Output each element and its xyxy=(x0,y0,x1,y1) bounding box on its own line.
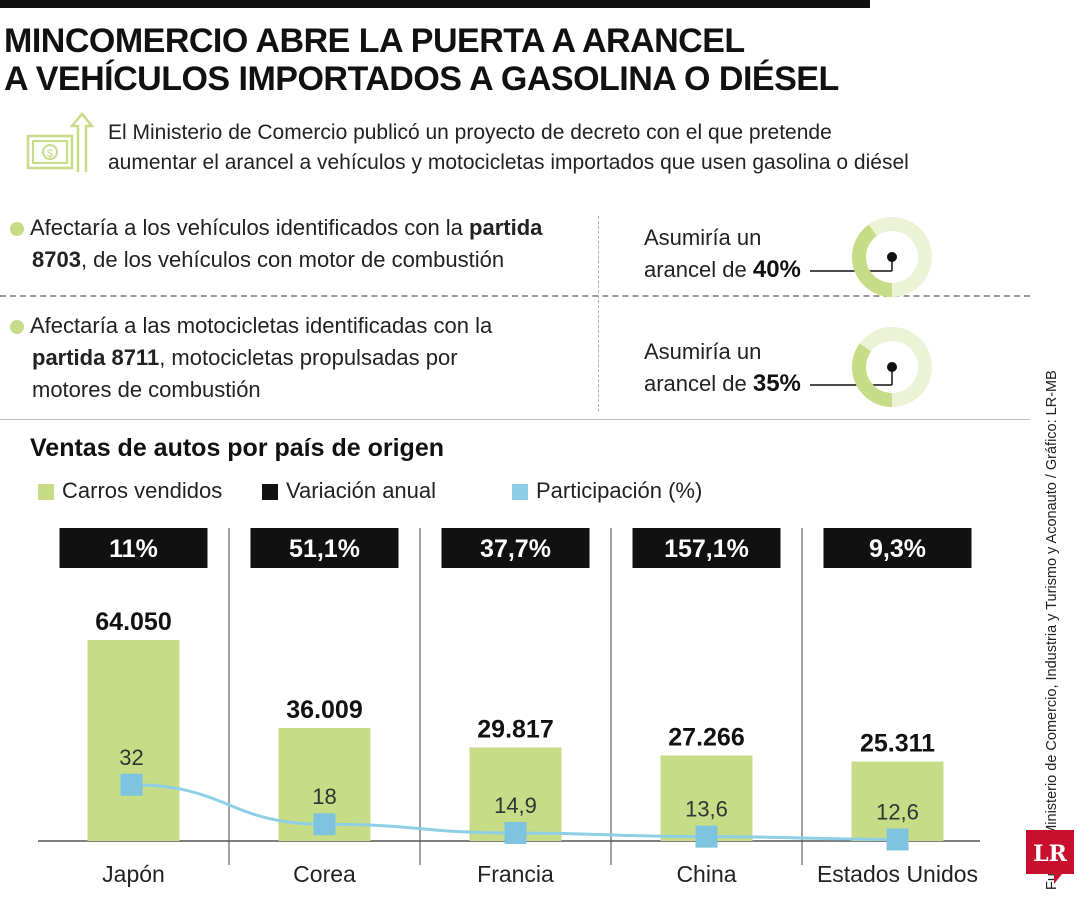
legend-swatch xyxy=(512,484,528,501)
variation-badge xyxy=(632,528,781,568)
category-label: Japón xyxy=(102,861,165,887)
variation-badge xyxy=(441,528,590,568)
category-label: Corea xyxy=(293,861,356,887)
rate-label: arancel de xyxy=(644,257,753,282)
legend-swatch xyxy=(262,484,278,501)
source-note: Fuente: Ministerio de Comercio, Industri… xyxy=(1044,370,1060,890)
share-value-label: 14,9 xyxy=(494,793,537,818)
variation-label: 9,3% xyxy=(869,535,926,563)
category-label: Francia xyxy=(477,861,554,887)
share-marker xyxy=(886,828,909,851)
svg-text:$: $ xyxy=(47,148,53,160)
lr-logo: LR xyxy=(1026,830,1074,884)
variation-label: 37,7% xyxy=(480,535,551,563)
column-divider xyxy=(598,216,599,412)
section-divider xyxy=(0,419,1030,420)
item-bold: partida xyxy=(469,215,543,240)
share-value-label: 13,6 xyxy=(685,797,728,822)
rate-label: Asumiría un xyxy=(644,225,762,250)
category-label: Estados Unidos xyxy=(817,861,978,887)
legend-swatch xyxy=(38,484,54,501)
rate-label: Asumiría un xyxy=(644,339,762,364)
share-marker xyxy=(504,821,527,844)
headline: MINCOMERCIO ABRE LA PUERTA A ARANCEL A V… xyxy=(4,22,904,98)
legend-label: Variación anual xyxy=(286,478,437,503)
bullet-dot xyxy=(10,222,24,237)
item-bold: partida 8711 xyxy=(32,345,160,370)
bullet-dot xyxy=(10,320,24,335)
tariff-item-vehicles: Afectaría a los vehículos identificados … xyxy=(10,212,600,276)
item-text: , motocicletas propulsadas por xyxy=(159,345,458,370)
legend-item-bars: Carros vendidos xyxy=(38,478,222,504)
tariff-rate-vehicles: Asumiría un arancel de 40% xyxy=(644,222,801,286)
rate-value: 40% xyxy=(752,256,801,283)
sales-value-label: 36.009 xyxy=(286,696,362,724)
legend-label: Carros vendidos xyxy=(62,478,223,503)
variation-badge xyxy=(59,528,208,568)
variation-label: 51,1% xyxy=(289,535,360,563)
item-text: motores de combustión xyxy=(32,377,261,402)
tariff-donut-motorcycles xyxy=(810,327,932,407)
tariff-donut-vehicles xyxy=(810,217,932,297)
legend-item-variation: Variación anual xyxy=(262,478,436,504)
category-label: China xyxy=(676,861,736,887)
rate-value: 35% xyxy=(752,370,801,397)
share-marker xyxy=(695,825,718,848)
intro-text: El Ministerio de Comercio publicó un pro… xyxy=(108,118,1008,178)
money-arrow-icon: $ xyxy=(26,112,94,172)
item-bold: 8703 xyxy=(32,247,81,272)
share-marker xyxy=(120,773,143,796)
sales-value-label: 25.311 xyxy=(860,730,935,758)
top-rule xyxy=(0,0,870,8)
headline-line-1: MINCOMERCIO ABRE LA PUERTA A ARANCEL xyxy=(4,22,745,60)
intro-line-1: El Ministerio de Comercio publicó un pro… xyxy=(108,121,832,144)
share-marker xyxy=(313,813,336,836)
sales-value-label: 27.266 xyxy=(668,723,744,751)
variation-badge xyxy=(250,528,399,568)
sales-bar xyxy=(87,640,180,841)
share-value-label: 18 xyxy=(312,784,336,809)
sales-bar xyxy=(851,761,944,841)
sales-chart: 11% 64.050 Japón 51,1% 36.009 Corea 37,7% 29.81… xyxy=(38,528,980,887)
legend-label: Participación (%) xyxy=(536,478,703,503)
sales-value-label: 64.050 xyxy=(95,608,171,636)
logo-text: LR xyxy=(1033,841,1067,867)
variation-badge xyxy=(823,528,972,568)
share-value-label: 12,6 xyxy=(876,799,919,824)
share-value-label: 32 xyxy=(119,745,143,770)
legend-item-share: Participación (%) xyxy=(512,478,702,504)
rate-label: arancel de xyxy=(644,371,753,396)
variation-label: 11% xyxy=(109,535,158,563)
intro-line-2: aumentar el arancel a vehículos y motoci… xyxy=(108,151,909,174)
chart-title: Ventas de autos por país de origen xyxy=(30,434,444,462)
tariff-rate-motorcycles: Asumiría un arancel de 35% xyxy=(644,336,801,400)
sales-value-label: 29.817 xyxy=(477,715,553,743)
item-text: Afectaría a los vehículos identificados … xyxy=(30,215,470,240)
row-divider xyxy=(0,295,1030,297)
tariff-item-motorcycles: Afectaría a las motocicletas identificad… xyxy=(10,310,600,406)
variation-label: 157,1% xyxy=(664,535,749,563)
item-text: , de los vehículos con motor de combusti… xyxy=(80,247,505,272)
headline-line-2: A VEHÍCULOS IMPORTADOS A GASOLINA O DIÉS… xyxy=(4,60,839,98)
item-text: Afectaría a las motocicletas identificad… xyxy=(30,313,493,338)
